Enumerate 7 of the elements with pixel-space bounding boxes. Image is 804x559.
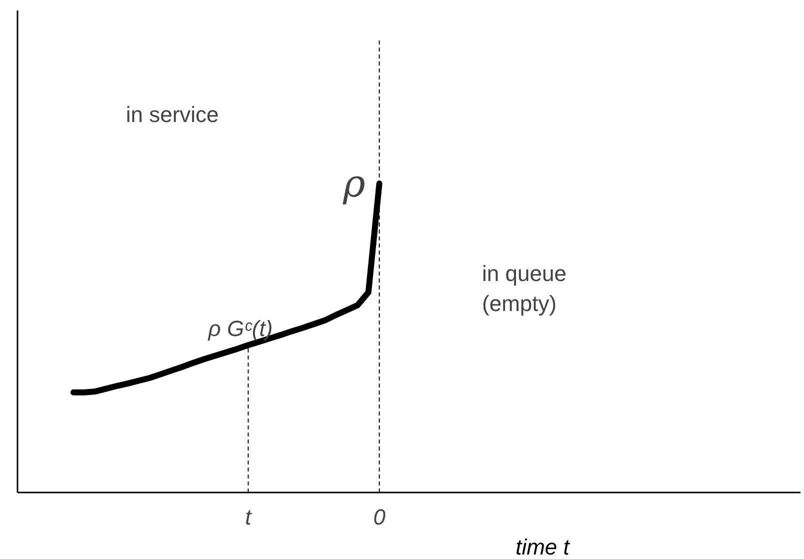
x-tick-label: 0 (373, 504, 386, 530)
text: in service (126, 102, 219, 128)
x-tick-label: t (245, 504, 252, 530)
annotation: ρ (342, 162, 366, 206)
annotation: in queue (empty) (482, 261, 566, 316)
x-axis-title: time t (516, 534, 570, 559)
annotation: ρ Gᶜ(t) (207, 316, 273, 342)
